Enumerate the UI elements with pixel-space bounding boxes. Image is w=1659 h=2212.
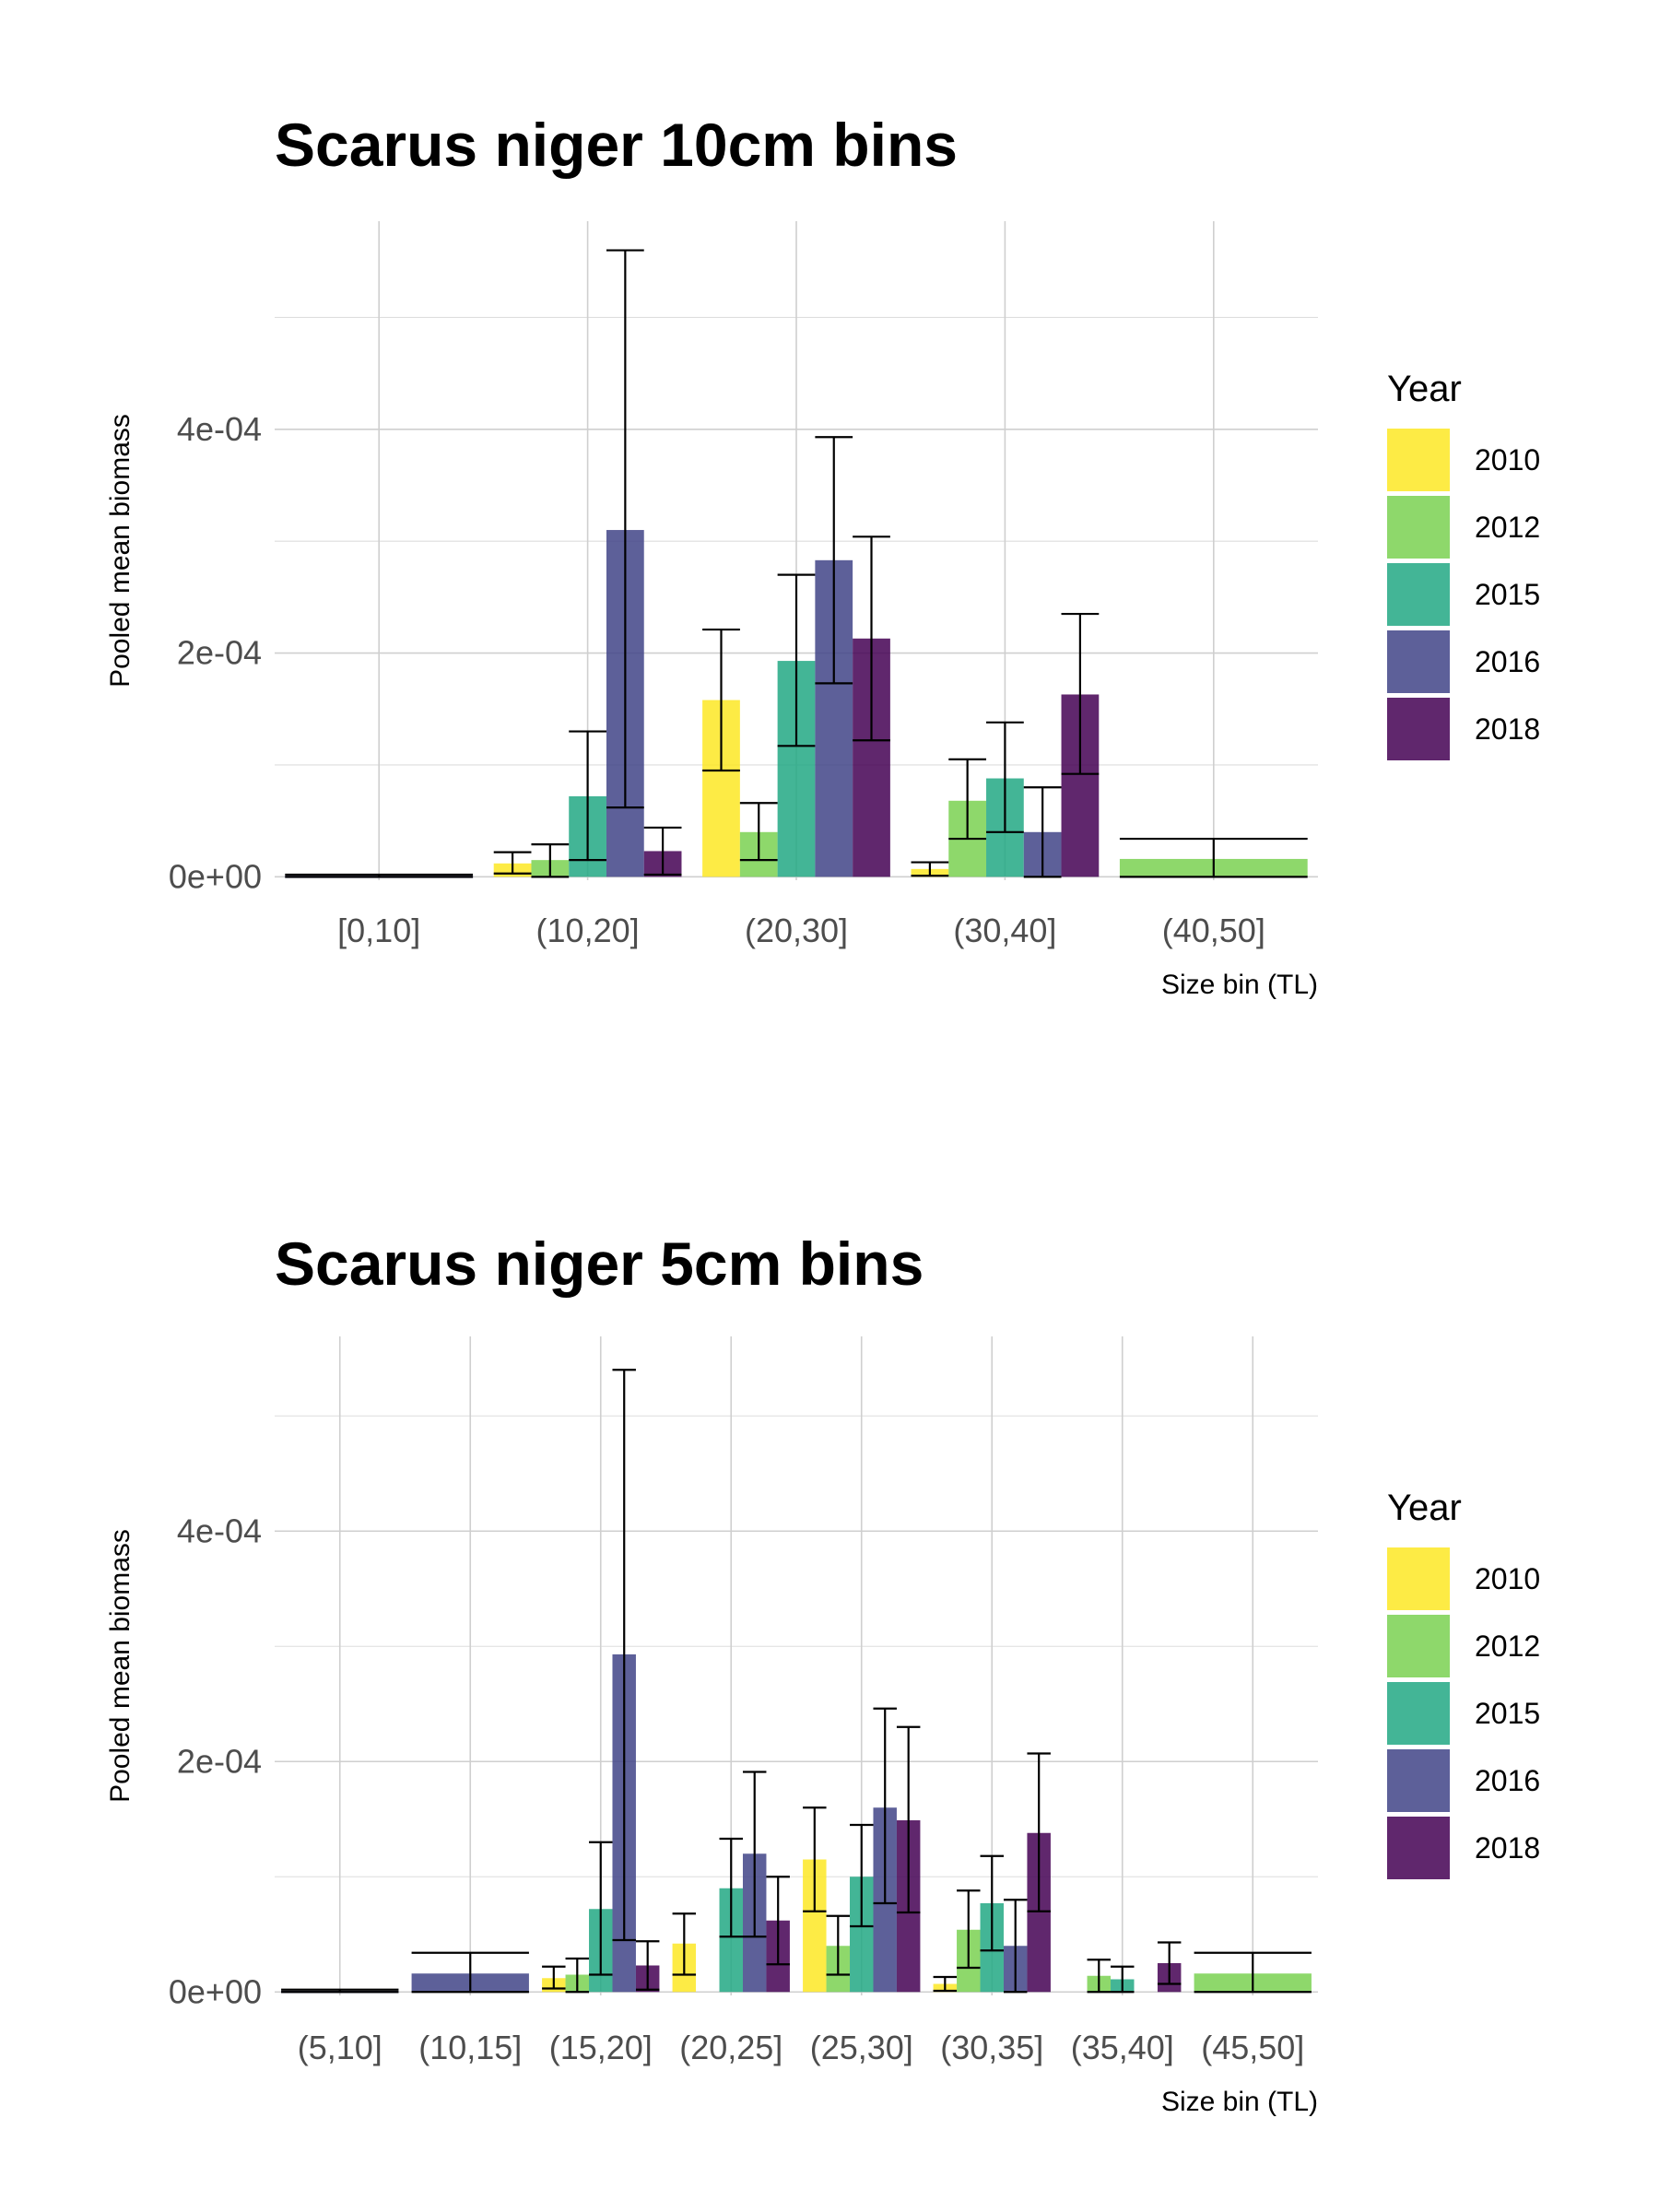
legend-key-2018 <box>1387 698 1450 760</box>
x-tick-label: (30,40] <box>953 912 1056 949</box>
x-tick-label: (30,35] <box>940 2029 1043 2066</box>
chart-2: Scarus niger 5cm bins 0e+00 2e-04 4e-04 (5,1… <box>105 1230 1540 2117</box>
legend-label-2018: 2018 <box>1475 712 1540 746</box>
legend-title: Year <box>1387 369 1462 409</box>
y-tick-label: 2e-04 <box>177 1742 262 1780</box>
legend-key-2015 <box>1387 1682 1450 1745</box>
legend-key-2015 <box>1387 563 1450 626</box>
x-tick-label: (20,25] <box>679 2029 782 2066</box>
x-axis-title: Size bin (TL) <box>1161 2087 1318 2117</box>
legend-key-2016 <box>1387 1749 1450 1812</box>
legend-key-2010 <box>1387 1547 1450 1610</box>
legend-key-2018 <box>1387 1817 1450 1879</box>
x-tick-label: (45,50] <box>1201 2029 1304 2066</box>
legend-label-2018: 2018 <box>1475 1831 1540 1865</box>
legend-label-2016: 2016 <box>1475 645 1540 678</box>
legend-label-2010: 2010 <box>1475 1562 1540 1595</box>
y-tick-label: 2e-04 <box>177 634 262 672</box>
y-tick-label: 4e-04 <box>177 1512 262 1549</box>
y-tick-label: 0e+00 <box>169 857 262 895</box>
x-tick-label: (25,30] <box>810 2029 913 2066</box>
legend-label-2010: 2010 <box>1475 443 1540 477</box>
x-tick-label: [0,10] <box>337 912 420 949</box>
legend-label-2012: 2012 <box>1475 1630 1540 1663</box>
legend-key-2016 <box>1387 630 1450 693</box>
legend-key-2012 <box>1387 496 1450 559</box>
x-tick-label: (40,50] <box>1162 912 1265 949</box>
x-tick-label: (20,30] <box>745 912 848 949</box>
legend-label-2012: 2012 <box>1475 511 1540 544</box>
x-tick-label: (10,15] <box>418 2029 522 2066</box>
chart-title: Scarus niger 5cm bins <box>275 1230 924 1298</box>
legend-label-2016: 2016 <box>1475 1764 1540 1797</box>
y-axis-title: Pooled mean biomass <box>105 414 135 688</box>
legend-title: Year <box>1387 1488 1462 1528</box>
legend-label-2015: 2015 <box>1475 1697 1540 1730</box>
legend-key-2012 <box>1387 1615 1450 1677</box>
y-axis-title: Pooled mean biomass <box>105 1529 135 1803</box>
x-axis-title: Size bin (TL) <box>1161 970 1318 1000</box>
legend-label-2015: 2015 <box>1475 578 1540 611</box>
y-tick-label: 4e-04 <box>177 410 262 448</box>
error-bars-group <box>285 249 1308 878</box>
legend-key-2010 <box>1387 429 1450 491</box>
legend: Year 2010 2012 2015 2016 2018 <box>1387 369 1540 760</box>
chart-title: Scarus niger 10cm bins <box>275 111 958 179</box>
x-tick-label: (15,20] <box>549 2029 653 2066</box>
error-bars-group <box>281 1369 1312 1994</box>
y-tick-label: 0e+00 <box>169 1972 262 2010</box>
chart-1: Scarus niger 10cm bins 0e+00 2e-04 4e-04 [0,… <box>105 111 1540 1000</box>
x-tick-label: (5,10] <box>298 2029 382 2066</box>
legend: Year 2010 2012 2015 2016 2018 <box>1387 1488 1540 1879</box>
x-tick-label: (10,20] <box>536 912 640 949</box>
x-tick-label: (35,40] <box>1071 2029 1174 2066</box>
